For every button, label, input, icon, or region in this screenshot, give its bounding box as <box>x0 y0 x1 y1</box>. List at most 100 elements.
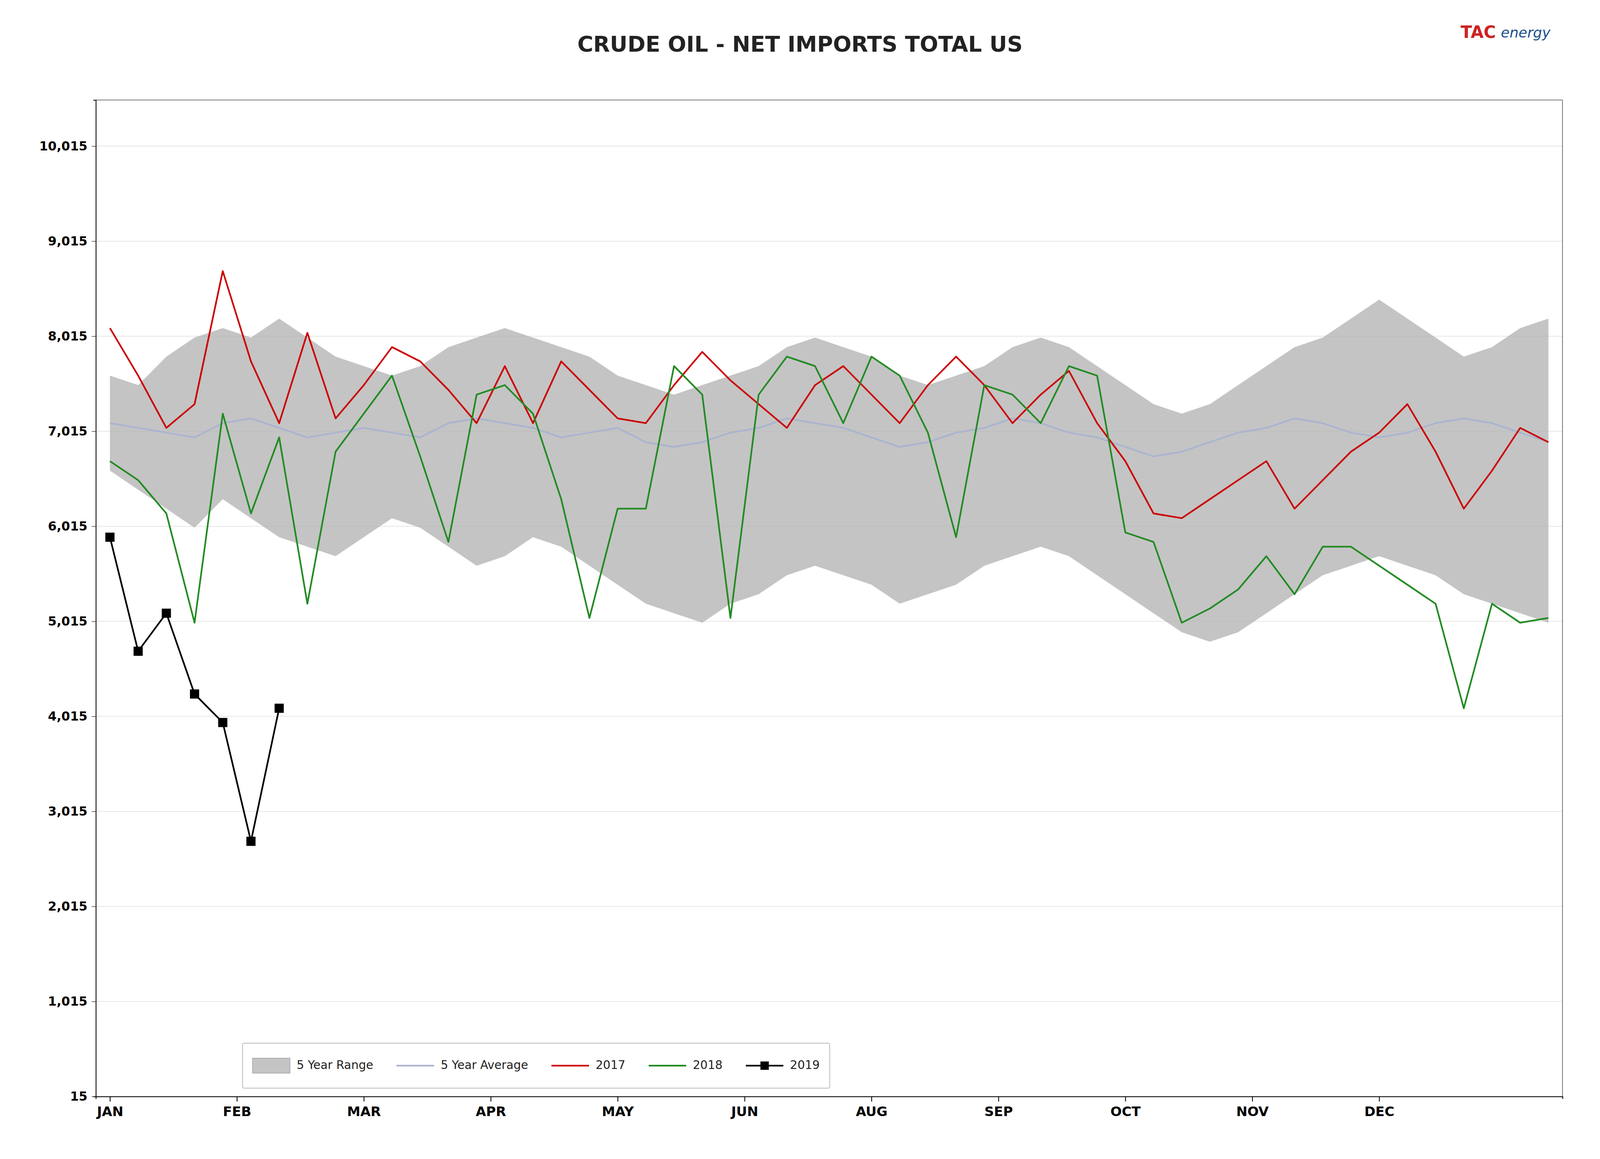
legend-label: 5 Year Average <box>440 1057 529 1072</box>
legend-label: 5 Year Range <box>296 1057 374 1072</box>
tick-mark <box>91 336 96 337</box>
tick-mark <box>1125 1096 1126 1102</box>
tick-label: 10,015 <box>39 138 88 154</box>
tick-mark <box>91 811 96 812</box>
grid-line <box>95 905 1563 907</box>
legend-item: 5 Year Average <box>396 1057 529 1072</box>
tick-label: AUG <box>855 1103 888 1120</box>
grid <box>95 146 1563 1097</box>
legend-marker <box>760 1061 769 1070</box>
grid-line <box>95 715 1563 717</box>
tick: AUG <box>855 1096 888 1120</box>
tick: 9,015 <box>47 233 96 249</box>
legend-swatch <box>648 1064 687 1067</box>
tick-mark <box>1252 1096 1253 1102</box>
axis-line <box>93 100 97 1097</box>
tick-mark <box>109 1096 111 1102</box>
grid-line <box>95 240 1563 242</box>
tick-mark <box>91 716 96 717</box>
tick-label: 4,015 <box>47 708 88 724</box>
tick: 6,015 <box>47 518 96 534</box>
tick-mark <box>91 241 96 242</box>
marker <box>161 608 171 618</box>
tick-mark <box>363 1096 365 1102</box>
legend-item: 2017 <box>551 1057 626 1072</box>
tick-label: JUN <box>730 1103 759 1120</box>
tick-label: 15 <box>70 1088 88 1104</box>
tick-mark <box>91 146 96 147</box>
tick-mark <box>91 431 96 432</box>
tick: 8,015 <box>47 328 96 344</box>
tick-label: 3,015 <box>47 803 88 819</box>
tick: DEC <box>1364 1096 1395 1120</box>
marks <box>105 270 1549 846</box>
tick: OCT <box>1110 1096 1141 1120</box>
tick-mark <box>998 1096 1000 1102</box>
series-line <box>110 418 1549 457</box>
tick: APR <box>475 1096 507 1120</box>
legend-item: 2018 <box>648 1057 723 1072</box>
tick: SEP <box>984 1096 1013 1120</box>
marker <box>133 646 143 656</box>
tick-mark <box>91 906 96 907</box>
grid-line <box>95 145 1563 147</box>
tick-label: SEP <box>984 1103 1013 1120</box>
legend-label: 2019 <box>790 1057 820 1072</box>
tick-label: DEC <box>1364 1103 1395 1120</box>
marker <box>274 703 284 713</box>
tick-mark <box>617 1096 619 1102</box>
tick-label: NOV <box>1236 1103 1269 1120</box>
legend-box <box>242 1042 830 1088</box>
legend-label: 2017 <box>595 1057 626 1072</box>
tick-label: OCT <box>1110 1103 1141 1120</box>
plot: JAN FEB MAR APR MAY JUN AUG SEP OCT NOV DEC 15 1,015… <box>39 100 1563 1120</box>
tick-mark <box>744 1096 745 1102</box>
legend-swatch <box>396 1064 435 1067</box>
tick-mark <box>91 1096 96 1097</box>
tick: JAN <box>96 1096 124 1120</box>
tick-mark <box>236 1096 238 1102</box>
annotation: TAC <box>1460 22 1497 42</box>
tick-mark <box>871 1096 873 1102</box>
frame-line <box>1562 100 1563 1097</box>
tick-label: 9,015 <box>47 233 88 249</box>
frame-line <box>95 100 1563 101</box>
tick-mark <box>91 621 96 622</box>
tick-label: 8,015 <box>47 328 88 344</box>
grid-line <box>95 620 1563 622</box>
tick-label: 2,015 <box>47 898 88 914</box>
tick: FEB <box>222 1096 252 1120</box>
tick-label: 1,015 <box>47 993 88 1009</box>
tick-mark <box>91 1001 96 1002</box>
title: CRUDE OIL - NET IMPORTS TOTAL US <box>577 31 1023 57</box>
marker <box>246 836 256 846</box>
annotation: energy <box>1500 24 1551 41</box>
tick: NOV <box>1236 1096 1269 1120</box>
chart: CRUDE OIL - NET IMPORTS TOTAL US TACenerg… <box>0 0 1600 1159</box>
grid-line <box>95 810 1563 812</box>
tick: 3,015 <box>47 803 96 819</box>
y-axis: 151,0152,0153,0154,0155,0156,0157,0158,0… <box>39 100 96 1104</box>
tick-label: 7,015 <box>47 423 88 439</box>
legend: 5 Year Range 5 Year Average 2017 2018 2019 <box>242 1042 830 1088</box>
tick: MAR <box>347 1096 381 1120</box>
marker <box>218 717 228 728</box>
tick-label: 6,015 <box>47 518 88 534</box>
legend-swatch <box>551 1064 590 1067</box>
tick-label: JAN <box>96 1103 124 1120</box>
legend-label: 2018 <box>692 1057 723 1072</box>
tick-label: MAY <box>601 1103 635 1120</box>
tick-mark <box>1379 1096 1380 1102</box>
tick-label: FEB <box>222 1103 252 1120</box>
marker <box>190 689 200 699</box>
tick-mark <box>91 526 96 527</box>
tick: JUN <box>730 1096 759 1120</box>
tick-label: APR <box>475 1103 507 1120</box>
tick: MAY <box>601 1096 635 1120</box>
tick: 2,015 <box>47 898 96 914</box>
tick-label: MAR <box>347 1103 381 1120</box>
tick: 7,015 <box>47 423 96 439</box>
legend-item: 2019 <box>745 1057 820 1072</box>
marker <box>105 532 115 542</box>
legend-swatch <box>252 1057 290 1073</box>
